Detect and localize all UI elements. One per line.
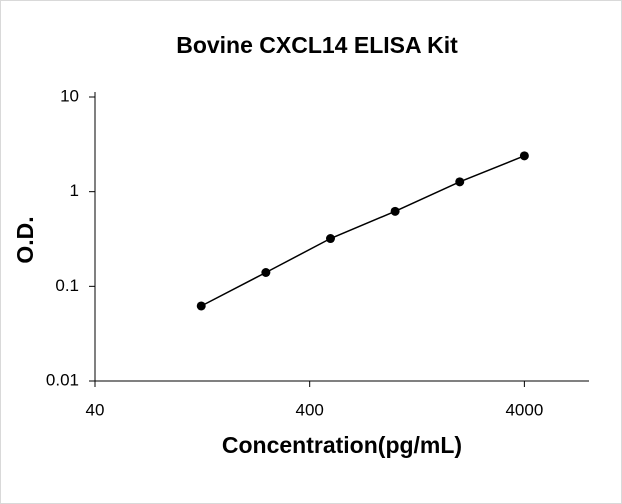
- data-point: [455, 177, 465, 187]
- x-tick-label: 400: [295, 400, 323, 419]
- y-axis-label: O.D.: [12, 216, 38, 263]
- y-tick-label: 1: [70, 181, 79, 200]
- data-point: [519, 151, 529, 161]
- chart-title: Bovine CXCL14 ELISA Kit: [176, 32, 458, 58]
- x-tick-label: 40: [86, 400, 105, 419]
- x-axis-label: Concentration(pg/mL): [222, 432, 462, 458]
- y-tick-label: 0.01: [46, 370, 79, 389]
- fit-line: [200, 155, 525, 307]
- data-point: [325, 234, 335, 244]
- y-tick-label: 10: [60, 86, 79, 105]
- y-tick-label: 0.1: [55, 276, 79, 295]
- data-point: [196, 301, 206, 311]
- data-point: [261, 267, 271, 277]
- data-point: [390, 206, 400, 216]
- x-tick-label: 4000: [505, 400, 543, 419]
